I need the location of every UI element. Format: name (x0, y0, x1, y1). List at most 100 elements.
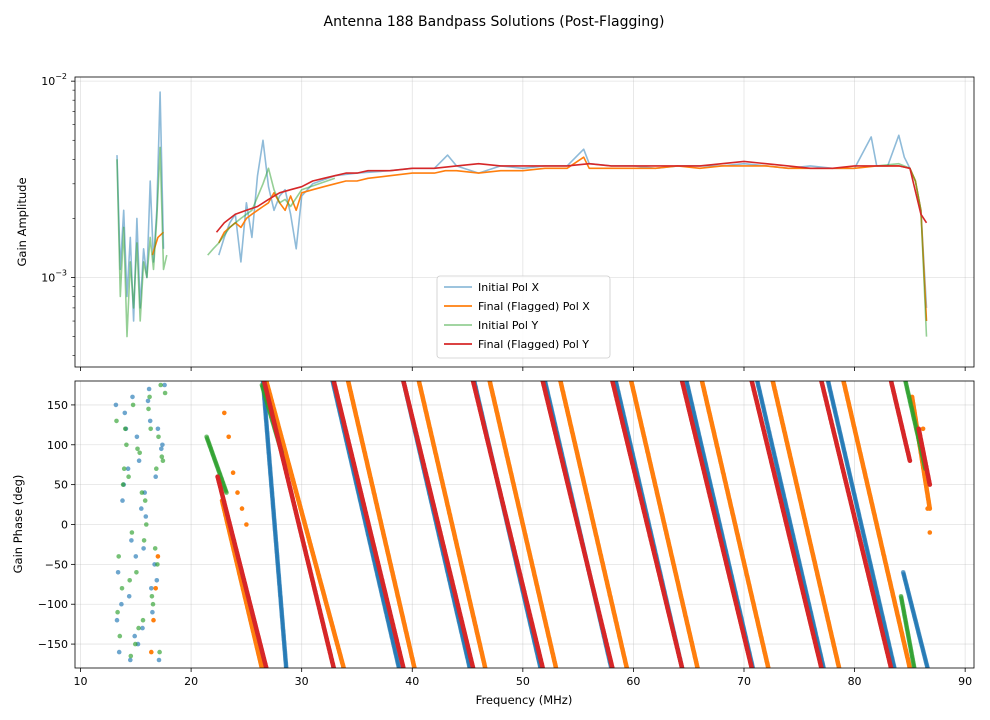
phase-point (126, 474, 131, 480)
phase-point (147, 418, 153, 424)
phase-point (136, 458, 142, 464)
phase-point (140, 617, 146, 623)
phase-point (113, 402, 119, 408)
phase-point (160, 442, 165, 448)
phase-point (147, 394, 152, 400)
phase-point (128, 653, 134, 659)
phase-point (134, 434, 140, 440)
phase-point (115, 609, 120, 615)
phase-point (149, 594, 155, 599)
phase-point (114, 617, 120, 623)
phase-point (116, 554, 121, 559)
phase-point (224, 490, 229, 495)
phase-point (151, 617, 156, 623)
phase-point (154, 466, 159, 472)
phase-point (159, 454, 165, 460)
phase-point (145, 398, 151, 404)
phase-point (116, 649, 122, 655)
phase-point (341, 665, 346, 668)
phase-point (222, 410, 227, 416)
phase-point (123, 426, 128, 432)
phase-point (127, 578, 132, 583)
phase-point (119, 601, 124, 607)
phase-point (226, 434, 231, 440)
amp-ytick-label-1: 10−2 (41, 72, 67, 88)
amp-ytick-label-0: 10−3 (41, 268, 67, 284)
legend: Initial Pol X Final (Flagged) Pol X Initia… (436, 275, 611, 359)
phase-point (132, 633, 137, 639)
figure-title: Antenna 188 Bandpass Solutions (Post-Fla… (324, 14, 665, 30)
phase-point (162, 382, 167, 388)
phase-point (160, 458, 166, 464)
phase-point (153, 586, 158, 591)
phase-point (119, 586, 125, 591)
legend-label-3: Final (Flagged) Pol Y (478, 338, 589, 351)
phase-point (155, 554, 161, 559)
phase-point (925, 665, 930, 668)
phase-point (133, 641, 138, 647)
phase-point (130, 402, 136, 408)
phase-point (927, 530, 933, 535)
phase-point (117, 633, 123, 639)
phase-point (114, 418, 119, 424)
phase-point (137, 450, 142, 456)
phase-point (150, 601, 156, 607)
phase-point (126, 594, 132, 599)
phase-point (159, 446, 164, 452)
phase-point (162, 390, 168, 396)
phase-point (125, 466, 131, 472)
phase-point (259, 665, 265, 668)
phase-point (152, 546, 158, 551)
phase-point (141, 546, 146, 551)
phase-point (244, 522, 249, 527)
phase-point (396, 665, 402, 668)
phase-point (122, 410, 128, 416)
phase-point (141, 538, 147, 543)
amplitude-ylabel: Gain Amplitude (15, 177, 29, 266)
phase-point (158, 382, 163, 388)
phase-point (140, 625, 145, 631)
phase-point (144, 522, 149, 527)
phase-point (129, 530, 135, 535)
phase-point (129, 538, 134, 543)
legend-label-2: Initial Pol Y (478, 319, 538, 332)
amplitude-ticks: 10−3 10−2 (41, 72, 966, 371)
phase-point (155, 562, 160, 567)
phase-point (146, 386, 152, 392)
phase-point (155, 426, 161, 432)
phase-point (115, 570, 121, 575)
phase-point (230, 470, 236, 476)
phase-point (150, 609, 155, 615)
phase-point (120, 498, 125, 503)
amplitude-axes-frame (74, 76, 975, 368)
phase-point (139, 490, 145, 495)
amplitude-grid (75, 77, 974, 367)
phase-point (235, 490, 240, 495)
phase-point (136, 625, 141, 631)
phase-point (120, 482, 126, 487)
legend-label-1: Final (Flagged) Pol X (478, 300, 590, 313)
phase-point (135, 446, 140, 452)
phase-point (121, 466, 127, 472)
phase-point (134, 570, 139, 575)
amp-line-2 (116, 146, 928, 338)
phase-point (156, 434, 161, 440)
phase-point (153, 474, 158, 480)
amplitude-series (116, 91, 928, 338)
phase-point (927, 506, 933, 511)
phase-point (920, 426, 926, 432)
phase-series (113, 381, 933, 668)
legend-frame (436, 275, 611, 359)
legend-label-0: Initial Pol X (478, 281, 539, 294)
phase-point (149, 649, 154, 655)
phase-point (146, 406, 151, 412)
phase-point (239, 506, 245, 511)
phase-point (154, 578, 160, 583)
phase-point (156, 657, 162, 663)
phase-point (128, 657, 133, 663)
phase-point (157, 649, 162, 655)
amp-line-3 (215, 160, 928, 233)
phase-point (142, 498, 148, 503)
